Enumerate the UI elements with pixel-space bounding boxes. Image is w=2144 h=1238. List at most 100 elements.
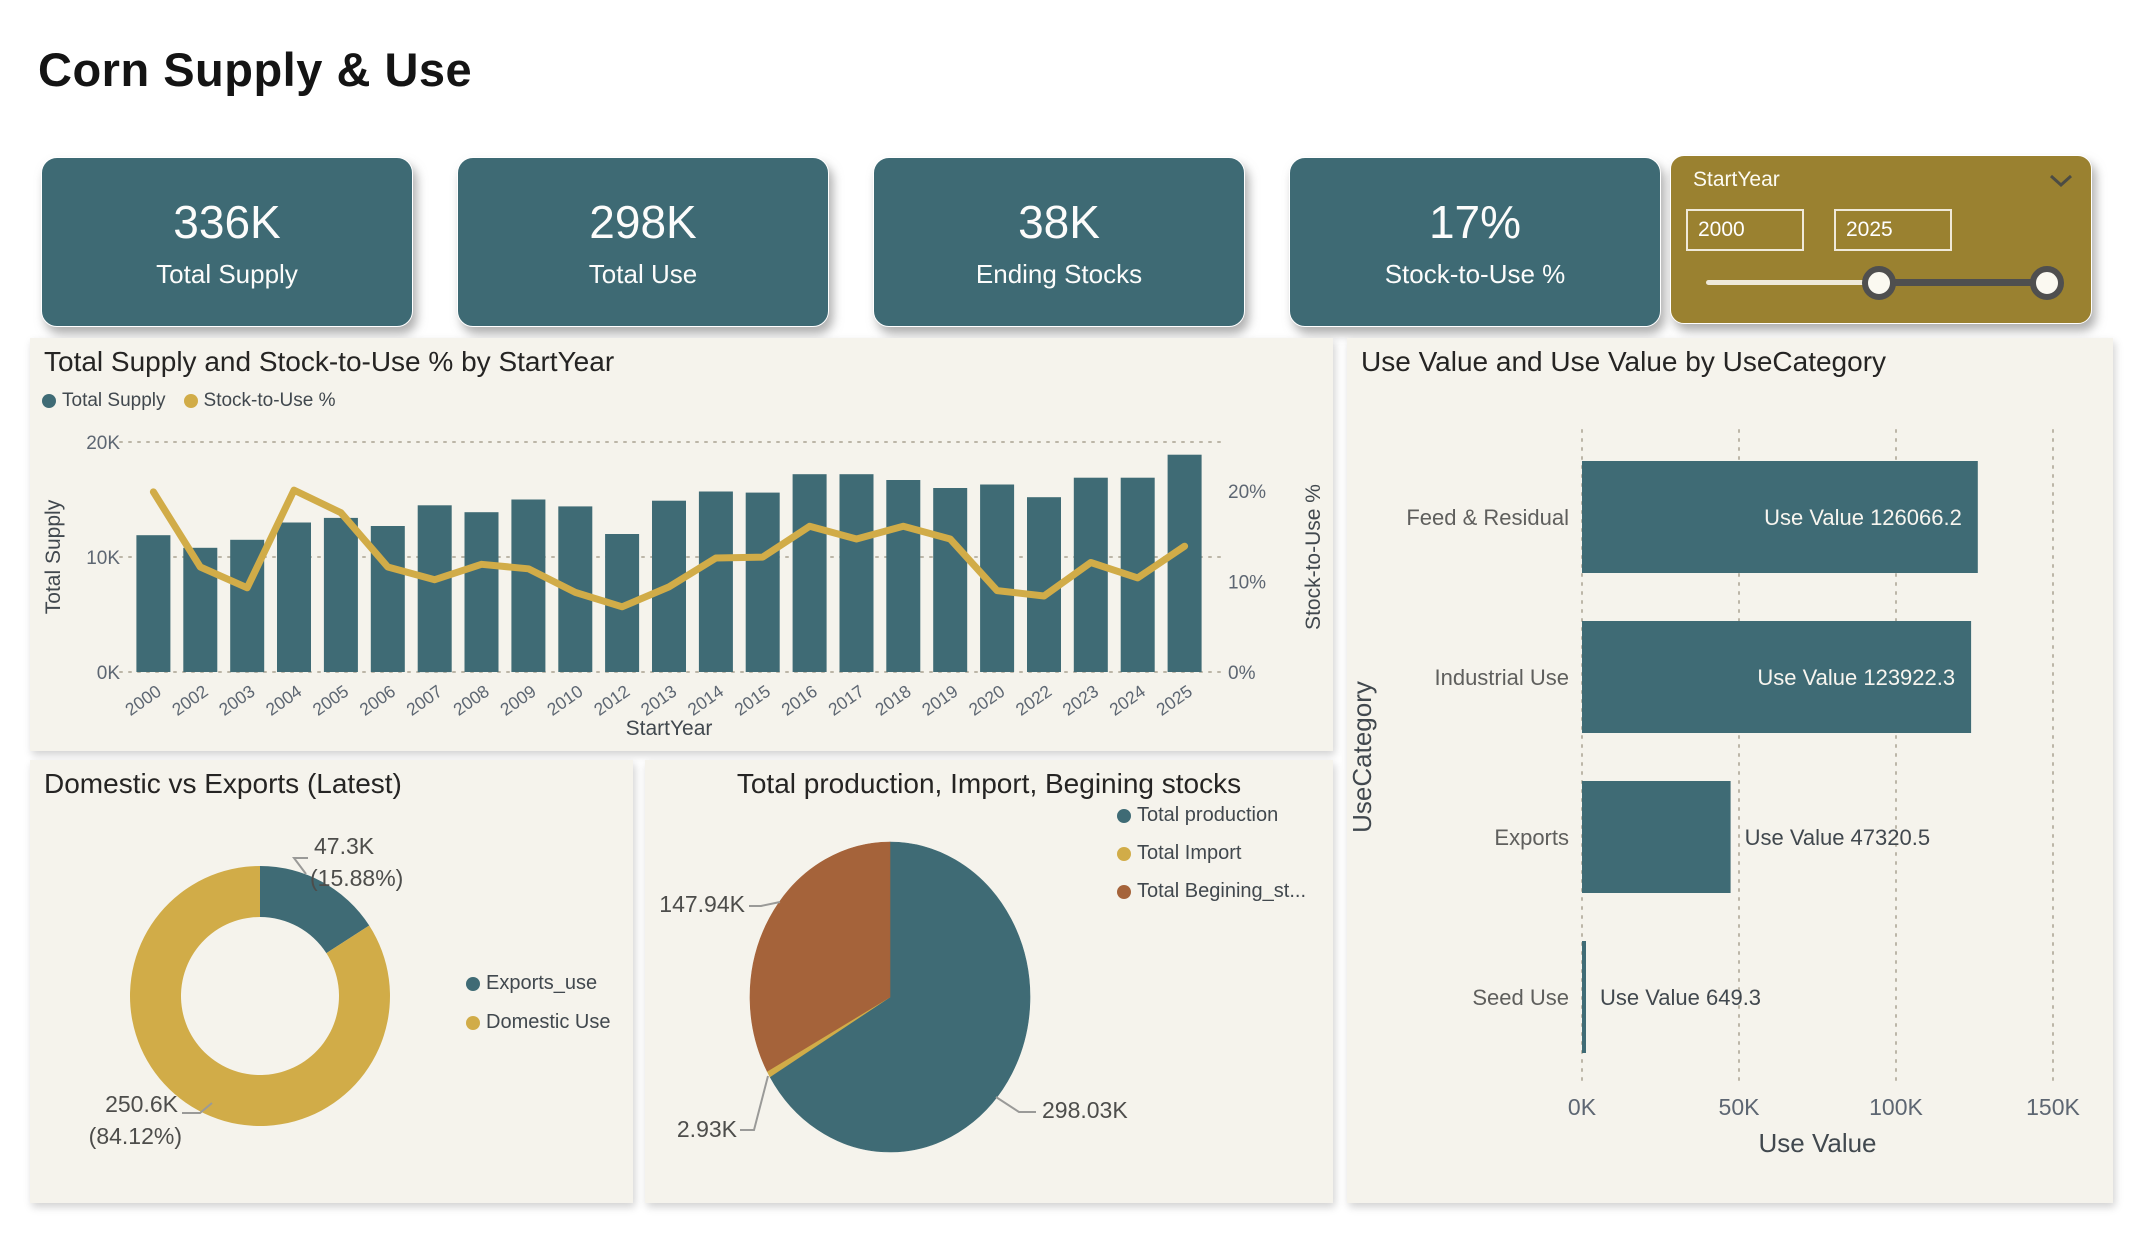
svg-text:(15.88%): (15.88%) bbox=[310, 865, 403, 891]
svg-text:298.03K: 298.03K bbox=[1042, 1097, 1128, 1123]
svg-text:2022: 2022 bbox=[1012, 681, 1055, 720]
svg-text:2007: 2007 bbox=[403, 681, 446, 720]
donut-chart-panel: Domestic vs Exports (Latest) 47.3K (15.88… bbox=[30, 760, 633, 1203]
kpi-value: 298K bbox=[589, 195, 697, 248]
svg-text:2024: 2024 bbox=[1106, 681, 1150, 720]
combo-chart-panel: Total Supply and Stock-to-Use % by Start… bbox=[30, 338, 1333, 751]
legend-dot bbox=[42, 394, 56, 408]
svg-text:2023: 2023 bbox=[1059, 681, 1102, 720]
kpi-label: Total Use bbox=[588, 258, 698, 289]
svg-text:0K: 0K bbox=[1568, 1094, 1597, 1120]
svg-text:47.3K: 47.3K bbox=[314, 833, 375, 859]
combo-chart[interactable]: 0K 10K 20K 0% 10% 20% 2000 2002 2003 2004 2005 2006… bbox=[30, 338, 1333, 751]
legend-dot bbox=[183, 394, 198, 408]
kpi-card-ending-stocks[interactable]: 38K Ending Stocks bbox=[873, 157, 1245, 327]
svg-text:2013: 2013 bbox=[637, 681, 680, 720]
startyear-min-input[interactable] bbox=[1686, 209, 1804, 251]
usecategory-bar-panel: Use Value and Use Value by UseCategory 0… bbox=[1347, 338, 2113, 1203]
svg-text:2002: 2002 bbox=[168, 681, 211, 720]
slider-handle-max[interactable] bbox=[2030, 266, 2064, 300]
legend-dot bbox=[466, 1015, 480, 1030]
svg-text:Total Supply: Total Supply bbox=[42, 499, 65, 614]
svg-text:Use Value 126066.2: Use Value 126066.2 bbox=[1764, 505, 1962, 530]
usecategory-bar-chart[interactable]: 0K 50K 100K 150K Feed & Residual Use Value 12… bbox=[1347, 338, 2113, 1203]
svg-text:2005: 2005 bbox=[309, 681, 352, 720]
startyear-slicer: StartYear bbox=[1670, 155, 2092, 324]
svg-text:Use Value 123922.3: Use Value 123922.3 bbox=[1757, 665, 1955, 690]
kpi-value: 336K bbox=[173, 195, 281, 248]
slider-handle-min[interactable] bbox=[1862, 266, 1896, 300]
svg-text:Use Value 47320.5: Use Value 47320.5 bbox=[1745, 825, 1931, 850]
kpi-label: Total Supply bbox=[156, 258, 298, 289]
svg-text:147.94K: 147.94K bbox=[659, 891, 745, 917]
slider-track[interactable] bbox=[1706, 280, 1880, 285]
svg-text:2019: 2019 bbox=[918, 681, 961, 720]
pie-legend: Total production Total Import Total Begi… bbox=[1117, 804, 1306, 903]
svg-text:2.93K: 2.93K bbox=[677, 1116, 738, 1142]
svg-text:(84.12%): (84.12%) bbox=[89, 1123, 182, 1149]
svg-text:Stock-to-Use %: Stock-to-Use % bbox=[1302, 484, 1325, 630]
combo-legend: Total Supply Stock-to-Use % bbox=[42, 390, 336, 412]
svg-text:2003: 2003 bbox=[215, 681, 258, 720]
kpi-card-total-use[interactable]: 298K Total Use bbox=[457, 157, 829, 327]
legend-item-total-import[interactable]: Total Import bbox=[1117, 842, 1241, 865]
legend-dot bbox=[1117, 808, 1131, 823]
svg-text:Seed Use: Seed Use bbox=[1472, 985, 1569, 1010]
svg-text:Feed & Residual: Feed & Residual bbox=[1406, 505, 1569, 530]
svg-text:Use Value 649.3: Use Value 649.3 bbox=[1600, 985, 1761, 1010]
svg-text:StartYear: StartYear bbox=[626, 717, 713, 740]
svg-text:10K: 10K bbox=[86, 548, 120, 569]
svg-text:50K: 50K bbox=[1719, 1094, 1761, 1120]
svg-text:2000: 2000 bbox=[121, 681, 165, 720]
svg-text:0%: 0% bbox=[1228, 663, 1256, 684]
svg-text:100K: 100K bbox=[1869, 1094, 1923, 1120]
legend-item-total-supply[interactable]: Total Supply bbox=[42, 390, 166, 412]
kpi-card-total-supply[interactable]: 336K Total Supply bbox=[41, 157, 413, 327]
svg-text:250.6K: 250.6K bbox=[105, 1091, 179, 1117]
svg-text:2017: 2017 bbox=[824, 681, 867, 720]
kpi-label: Ending Stocks bbox=[975, 258, 1143, 289]
chevron-down-icon[interactable] bbox=[2049, 174, 2073, 193]
svg-text:2006: 2006 bbox=[356, 681, 399, 720]
svg-text:2015: 2015 bbox=[731, 681, 774, 720]
slicer-title: StartYear bbox=[1693, 168, 1780, 191]
svg-text:Use Value: Use Value bbox=[1758, 1128, 1876, 1158]
svg-text:20%: 20% bbox=[1228, 482, 1266, 503]
donut-legend: Exports_use Domestic Use bbox=[466, 972, 610, 1034]
legend-item-total-production[interactable]: Total production bbox=[1117, 804, 1278, 827]
svg-text:2012: 2012 bbox=[590, 681, 633, 720]
svg-text:Exports: Exports bbox=[1494, 825, 1569, 850]
chart-title: Use Value and Use Value by UseCategory bbox=[1361, 346, 1887, 377]
svg-text:10%: 10% bbox=[1228, 573, 1266, 594]
svg-text:2020: 2020 bbox=[965, 681, 1009, 720]
svg-text:2010: 2010 bbox=[543, 681, 587, 720]
slider-selected-range[interactable] bbox=[1879, 279, 2047, 286]
svg-text:20K: 20K bbox=[86, 433, 120, 454]
chart-title: Total production, Import, Begining stock… bbox=[736, 768, 1242, 799]
svg-text:2008: 2008 bbox=[449, 681, 492, 720]
startyear-max-input[interactable] bbox=[1834, 209, 1952, 251]
pie-chart-panel: Total production, Import, Begining stock… bbox=[645, 760, 1333, 1203]
kpi-value: 38K bbox=[1018, 195, 1100, 248]
svg-text:2014: 2014 bbox=[684, 681, 728, 720]
chart-title: Domestic vs Exports (Latest) bbox=[44, 768, 402, 799]
legend-dot bbox=[466, 976, 480, 991]
kpi-value: 17% bbox=[1428, 195, 1522, 248]
legend-item-exports-use[interactable]: Exports_use bbox=[466, 972, 597, 995]
legend-item-total-begining-stocks[interactable]: Total Begining_st... bbox=[1117, 880, 1306, 903]
svg-text:2004: 2004 bbox=[262, 681, 306, 720]
kpi-card-stock-to-use[interactable]: 17% Stock-to-Use % bbox=[1289, 157, 1661, 327]
donut-chart[interactable]: 47.3K (15.88%) 250.6K (84.12%) bbox=[30, 760, 633, 1203]
legend-item-domestic-use[interactable]: Domestic Use bbox=[466, 1011, 610, 1034]
legend-dot bbox=[1117, 884, 1131, 899]
svg-text:0K: 0K bbox=[97, 663, 121, 684]
legend-item-stock-to-use[interactable]: Stock-to-Use % bbox=[183, 390, 336, 412]
svg-text:2025: 2025 bbox=[1152, 681, 1195, 720]
pie-chart[interactable]: 147.94K 2.93K 298.03K bbox=[645, 760, 1333, 1203]
svg-text:Industrial Use: Industrial Use bbox=[1434, 665, 1569, 690]
kpi-label: Stock-to-Use % bbox=[1384, 258, 1566, 289]
chart-title: Total Supply and Stock-to-Use % by Start… bbox=[44, 346, 615, 377]
svg-text:2018: 2018 bbox=[871, 681, 914, 720]
svg-text:2009: 2009 bbox=[496, 681, 539, 720]
